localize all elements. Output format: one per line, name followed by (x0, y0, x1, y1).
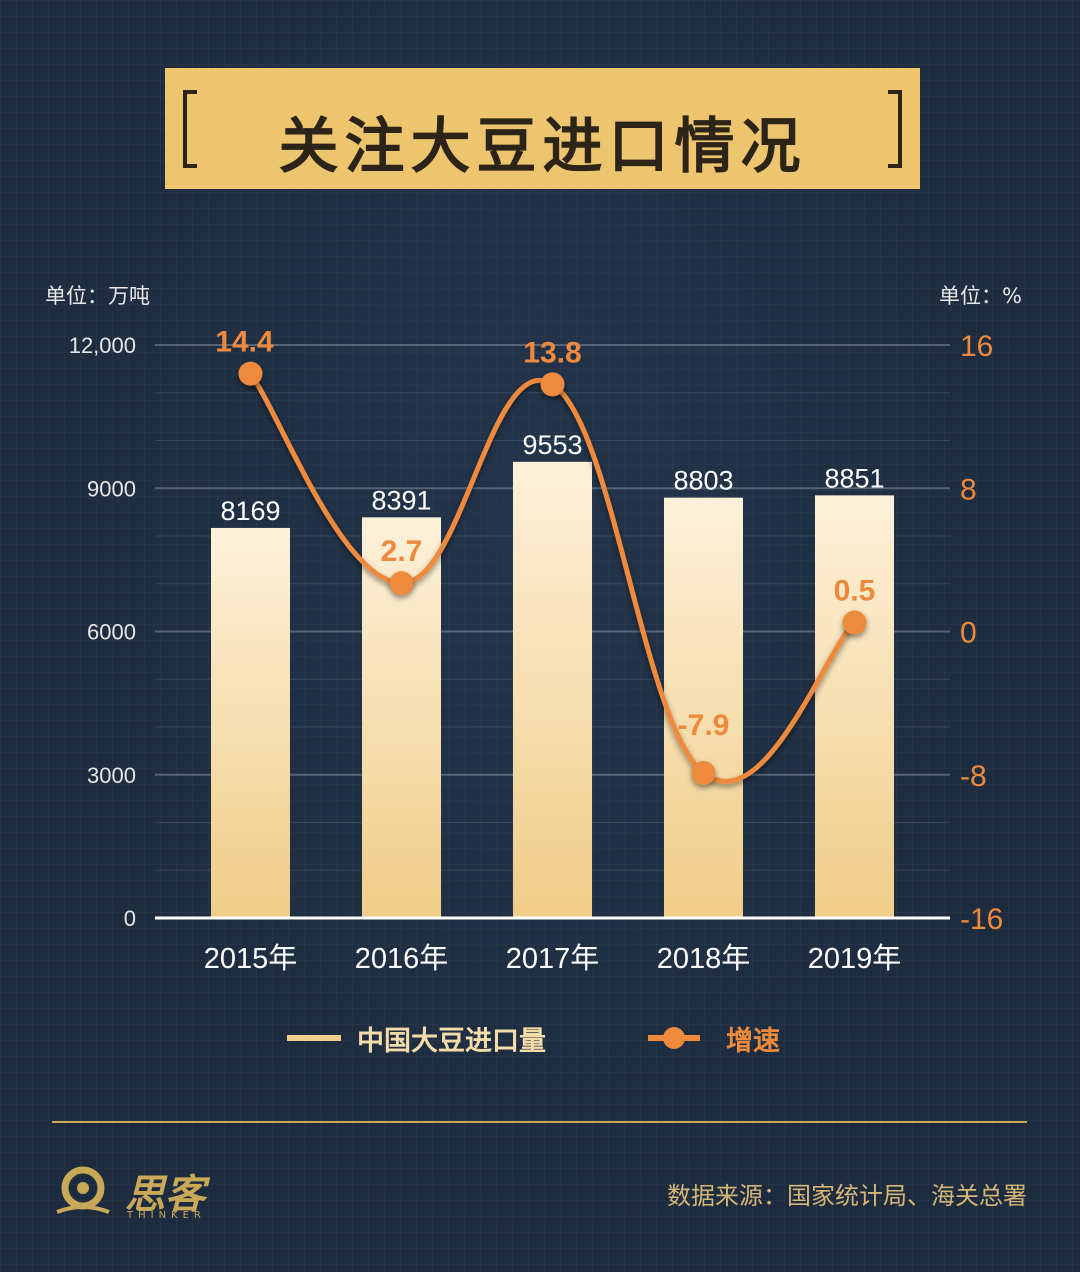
left-axis-tick-label: 12,000 (69, 333, 136, 358)
chart-area: 12,000 9000 6000 3000 0 16 8 0 -8 -16 2015年 2016年 20… (69, 326, 1004, 975)
right-axis-tick-label: 16 (960, 330, 993, 363)
x-axis-tick-label: 2015年 (204, 942, 298, 975)
legend-label-imports: 中国大豆进口量 (357, 1025, 546, 1057)
left-axis-unit: 单位：万吨 (45, 284, 150, 308)
left-axis-tick-label: 9000 (87, 476, 136, 501)
x-axis-tick-label: 2016年 (355, 942, 449, 975)
bar-value-label: 8851 (824, 463, 884, 493)
left-axis-tick-label: 0 (124, 906, 136, 931)
bracket-right-decoration (888, 90, 902, 168)
logo-subtext: THINKER (127, 1210, 206, 1221)
x-axis-tick-label: 2017年 (506, 942, 600, 975)
legend-item-imports: 中国大豆进口量 (287, 1018, 546, 1058)
growth-value-label: 13.8 (523, 336, 581, 369)
right-axis-unit: 单位：% (939, 284, 1022, 308)
bar-value-label: 8803 (673, 466, 733, 496)
growth-point (540, 372, 565, 397)
legend-item-growth: 增速 (648, 1018, 780, 1058)
growth-point (389, 571, 414, 596)
growth-value-label: -7.9 (678, 709, 730, 742)
growth-point (238, 361, 263, 386)
x-axis-tick-label: 2018年 (657, 942, 751, 975)
left-axis-tick-label: 3000 (87, 763, 136, 788)
legend-bar-swatch (287, 1035, 341, 1041)
bar-value-label: 9553 (522, 430, 582, 460)
bar-imports (815, 495, 894, 918)
bar-imports (664, 497, 743, 918)
x-axis-tick-label: 2019年 (808, 942, 902, 975)
growth-point (691, 760, 716, 785)
bar-imports (513, 461, 592, 918)
legend-line-swatch (648, 1027, 700, 1049)
title-banner: 关注大豆进口情况 (165, 68, 920, 189)
growth-value-label: 14.4 (215, 326, 274, 359)
thinker-logo: 思客 THINKER (55, 1160, 225, 1224)
right-axis-tick-label: 8 (960, 473, 977, 506)
chart-title: 关注大豆进口情况 (278, 112, 807, 182)
bracket-left-decoration (183, 90, 197, 168)
left-axis-tick-label: 6000 (87, 620, 136, 645)
legend-label-growth: 增速 (726, 1025, 780, 1057)
logo-swirl-icon (56, 1166, 110, 1214)
footer-divider (52, 1121, 1027, 1123)
growth-point (842, 610, 867, 635)
bar-value-label: 8169 (220, 496, 280, 526)
bar-value-label: 8391 (371, 485, 431, 515)
bar-imports (211, 527, 290, 918)
data-source: 数据来源：国家统计局、海关总署 (667, 1182, 1027, 1210)
right-axis-tick-label: 0 (960, 617, 977, 650)
growth-value-label: 2.7 (381, 535, 423, 568)
growth-value-label: 0.5 (834, 575, 876, 608)
right-axis-tick-label: -8 (960, 760, 987, 793)
right-axis-tick-label: -16 (960, 903, 1003, 936)
logo-text: 思客 (125, 1171, 205, 1218)
legend: 中国大豆进口量 增速 (0, 1018, 1080, 1058)
